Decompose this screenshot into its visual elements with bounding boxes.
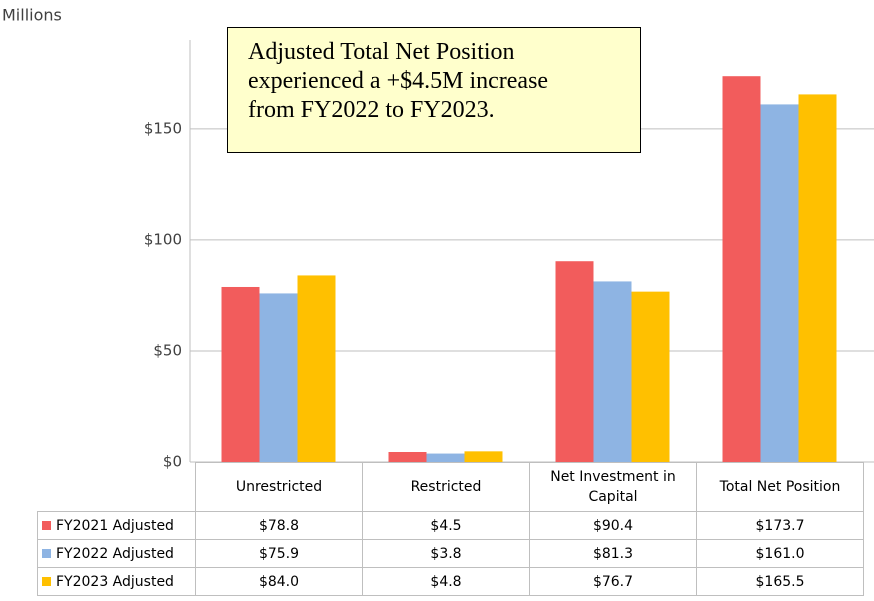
series-row: FY2021 Adjusted $78.8 $4.5 $90.4 $173.7 [37,511,864,540]
value-label: $4.5 [362,511,530,540]
bar [760,104,799,463]
bar [593,281,632,462]
bar [722,76,761,462]
value-label: $90.4 [529,511,697,540]
legend-label: FY2021 Adjusted [56,517,174,534]
unit-label: Millions [2,6,62,25]
annotation-line: experienced a +$4.5M increase [248,68,549,94]
category-label: Total Net Position [696,462,864,512]
value-label: $84.0 [195,567,363,596]
y-tick-label: $100 [144,230,182,248]
header-row: Unrestricted Restricted Net Investment in … [37,462,864,512]
legend-swatch [42,576,51,586]
value-label: $75.9 [195,539,363,568]
legend-swatch [42,520,51,530]
legend-entry: FY2021 Adjusted [37,511,196,540]
y-tick-label: $150 [144,119,182,137]
annotation-line: Adjusted Total Net Position [248,39,515,65]
category-label: Net Investment in Capital [529,462,697,512]
value-label: $161.0 [696,539,864,568]
legend-label: FY2023 Adjusted [56,573,174,590]
y-tick-label: $50 [153,341,182,359]
bar [631,291,670,462]
legend-entry: FY2023 Adjusted [37,567,196,596]
bar [221,286,260,462]
bar [388,452,427,462]
value-label: $78.8 [195,511,363,540]
bar [426,453,465,462]
category-label: Unrestricted [195,462,363,512]
series-row: FY2022 Adjusted $75.9 $3.8 $81.3 $161.0 [37,539,864,568]
legend-entry: FY2022 Adjusted [37,539,196,568]
value-label: $81.3 [529,539,697,568]
value-label: $173.7 [696,511,864,540]
value-label: $76.7 [529,567,697,596]
value-label: $3.8 [362,539,530,568]
bar [297,275,336,462]
blank-cell [37,462,196,512]
value-label: $4.8 [362,567,530,596]
bar [259,293,298,462]
value-label: $165.5 [696,567,864,596]
bar [555,261,594,462]
legend-label: FY2022 Adjusted [56,545,174,562]
data-table: Unrestricted Restricted Net Investment in … [37,462,864,596]
series-row: FY2023 Adjusted $84.0 $4.8 $76.7 $165.5 [37,567,864,596]
annotation: Adjusted Total Net Position experienced a… [227,27,641,153]
bar [464,451,503,462]
category-label: Restricted [362,462,530,512]
bar [798,94,837,463]
annotation-line: from FY2022 to FY2023. [248,97,495,123]
legend-swatch [42,548,51,558]
